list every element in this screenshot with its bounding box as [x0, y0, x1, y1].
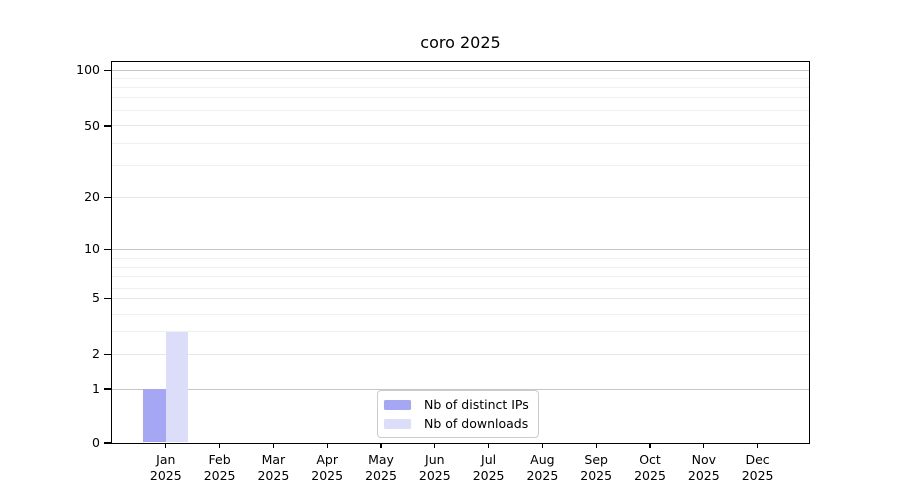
y-gridline: [112, 164, 809, 166]
y-tick-label: 1: [92, 381, 100, 397]
x-tick-month: Oct: [639, 452, 661, 467]
bar-downloads: [165, 331, 189, 442]
y-gridline: [112, 353, 809, 355]
x-tick-year: 2025: [580, 467, 613, 483]
x-tick-label: Feb 2025: [192, 452, 248, 483]
legend-label: Nb of distinct IPs: [424, 397, 529, 412]
x-tick-year: 2025: [526, 467, 559, 483]
x-tick-year: 2025: [257, 467, 290, 483]
x-tick-month: Nov: [691, 452, 716, 467]
y-tick-label: 100: [76, 62, 100, 78]
y-tick-label: 5: [92, 290, 100, 306]
bar-distinct-ips: [143, 389, 166, 442]
legend-label: Nb of downloads: [424, 416, 529, 431]
y-tick-label: 0: [92, 435, 100, 450]
y-tick-mark: [104, 442, 111, 444]
y-tick-mark: [104, 297, 111, 299]
x-tick-mark: [541, 443, 544, 448]
plot-frame: [111, 61, 810, 444]
y-gridline: [112, 313, 809, 315]
x-tick-year: 2025: [365, 467, 397, 483]
legend-swatch-distinct-ips: [384, 399, 411, 410]
x-tick-mark: [326, 443, 328, 448]
x-tick-mark: [272, 443, 275, 448]
y-gridline: [112, 297, 809, 299]
y-gridline-major: [112, 69, 809, 71]
x-tick-label: Jul 2025: [461, 452, 517, 483]
y-tick-label: 20: [84, 189, 100, 205]
y-gridline-major: [112, 388, 809, 390]
y-tick-label: 2: [92, 346, 100, 362]
y-gridline-major: [112, 248, 809, 250]
y-tick-mark: [104, 125, 111, 127]
plot-area: 0 1 2 5 10 20 50 100 Jan 2025 Feb 2025 Mar 2025 Apr 202…: [76, 61, 810, 483]
y-tick-label: 10: [84, 241, 100, 257]
x-tick-label: Aug 2025: [514, 452, 570, 483]
x-tick-month: Jun: [425, 452, 445, 467]
x-tick-year: 2025: [472, 467, 505, 483]
x-tick-mark: [756, 443, 759, 448]
y-gridline: [112, 257, 809, 259]
x-tick-mark: [434, 443, 436, 448]
x-tick-label: May 2025: [353, 452, 409, 483]
x-tick-year: 2025: [149, 467, 182, 483]
x-tick-year: 2025: [741, 467, 774, 483]
legend: Nb of distinct IPs Nb of downloads: [377, 390, 539, 438]
x-tick-label: Jun 2025: [407, 452, 463, 483]
legend-item: Nb of distinct IPs: [384, 397, 529, 412]
x-tick-mark: [703, 443, 705, 448]
y-tick-mark: [104, 69, 111, 71]
y-tick-mark: [104, 248, 111, 250]
x-tick-mark: [165, 443, 167, 448]
legend-item: Nb of downloads: [384, 416, 529, 431]
x-tick-label: Apr 2025: [299, 452, 355, 483]
x-tick-year: 2025: [311, 467, 344, 483]
x-tick-month: Sep: [584, 452, 608, 467]
y-gridline: [112, 86, 809, 88]
y-gridline: [112, 110, 809, 112]
y-tick-mark: [104, 196, 111, 198]
y-tick-mark: [104, 353, 111, 355]
x-tick-label: Nov 2025: [676, 452, 732, 483]
y-gridline: [112, 78, 809, 80]
y-gridline: [112, 196, 809, 198]
x-tick-year: 2025: [203, 467, 236, 483]
x-tick-label: Dec 2025: [730, 452, 786, 483]
y-gridline: [112, 276, 809, 277]
y-tick-label: 50: [84, 117, 100, 133]
x-tick-label: Sep 2025: [568, 452, 624, 483]
chart-title: coro 2025: [420, 33, 501, 52]
x-tick-month: Mar: [261, 452, 286, 467]
x-tick-mark: [380, 443, 382, 448]
x-tick-month: Dec: [745, 452, 770, 467]
x-tick-mark: [487, 443, 490, 448]
y-gridline: [112, 143, 809, 145]
y-gridline: [112, 331, 809, 333]
x-tick-year: 2025: [687, 467, 720, 483]
x-tick-month: Apr: [316, 452, 338, 467]
x-tick-year: 2025: [634, 467, 666, 483]
y-gridline: [112, 125, 809, 127]
x-tick-label: Jan 2025: [138, 452, 194, 483]
x-tick-label: Oct 2025: [622, 452, 678, 483]
x-tick-month: Aug: [530, 452, 555, 467]
x-tick-month: May: [368, 452, 394, 467]
x-tick-month: Jan: [156, 452, 176, 467]
x-tick-mark: [649, 443, 651, 448]
x-tick-mark: [595, 443, 597, 448]
y-tick-mark: [104, 388, 111, 390]
y-gridline: [112, 266, 809, 268]
y-gridline: [112, 97, 809, 99]
legend-swatch-downloads: [384, 418, 411, 429]
x-tick-year: 2025: [418, 467, 451, 483]
x-tick-month: Jul: [481, 452, 497, 467]
x-tick-mark: [218, 443, 221, 448]
x-tick-month: Feb: [208, 452, 231, 467]
x-tick-label: Mar 2025: [245, 452, 301, 483]
y-gridline: [112, 287, 809, 289]
